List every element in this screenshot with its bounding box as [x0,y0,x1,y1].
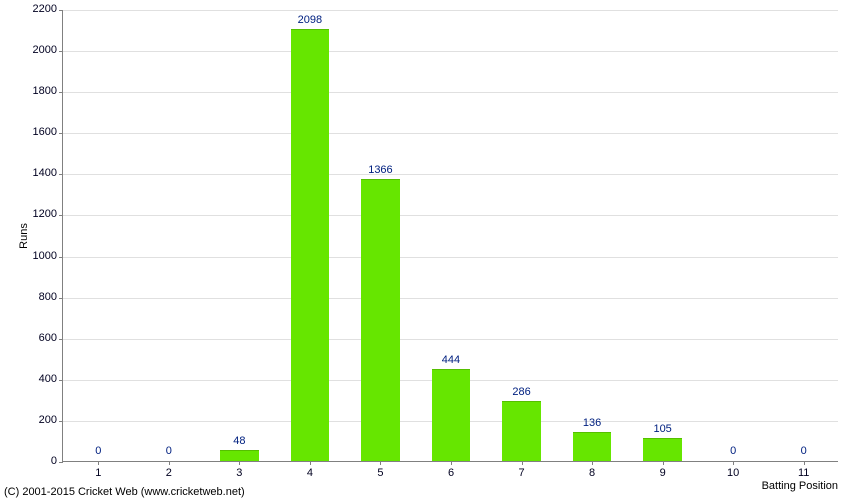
x-tick-mark [380,461,381,465]
y-tick-mark [59,339,63,340]
y-tick-label: 2200 [33,3,57,15]
y-tick-label: 1400 [33,167,57,179]
x-tick-label: 10 [727,467,739,479]
x-tick-label: 6 [448,467,454,479]
y-tick-label: 2000 [33,44,57,56]
bar: 105 [643,438,682,461]
y-tick-mark [59,215,63,216]
y-tick-mark [59,257,63,258]
x-tick-mark [733,461,734,465]
x-tick-mark [169,461,170,465]
bar: 286 [502,401,541,461]
bar: 2098 [291,29,330,461]
copyright-text: (C) 2001-2015 Cricket Web (www.cricketwe… [4,486,245,498]
y-tick-mark [59,51,63,52]
x-tick-label: 4 [307,467,313,479]
bar-value-label: 105 [653,423,671,435]
bar-value-label: 0 [95,445,101,457]
gridline-h [63,133,838,134]
y-tick-label: 0 [51,455,57,467]
y-tick-label: 1200 [33,208,57,220]
y-tick-mark [59,10,63,11]
y-tick-label: 1800 [33,85,57,97]
x-tick-mark [98,461,99,465]
bar-value-label: 0 [801,445,807,457]
x-tick-mark [239,461,240,465]
x-axis-title: Batting Position [762,480,838,492]
y-tick-mark [59,462,63,463]
x-tick-mark [310,461,311,465]
x-tick-label: 1 [95,467,101,479]
gridline-h [63,298,838,299]
x-tick-label: 9 [660,467,666,479]
x-tick-label: 3 [236,467,242,479]
x-tick-mark [592,461,593,465]
bar: 1366 [361,179,400,461]
x-tick-mark [522,461,523,465]
y-axis-title: Runs [18,223,30,249]
y-tick-mark [59,380,63,381]
y-tick-mark [59,298,63,299]
bar-value-label: 286 [512,386,530,398]
y-tick-mark [59,421,63,422]
x-tick-label: 11 [798,467,809,479]
bar: 136 [573,432,612,461]
gridline-h [63,174,838,175]
gridline-h [63,215,838,216]
x-tick-label: 5 [377,467,383,479]
bar-value-label: 2098 [298,14,322,26]
bar-value-label: 136 [583,417,601,429]
plot-area: 0200400600800100012001400160018002000220… [62,10,838,462]
bar-value-label: 0 [166,445,172,457]
bar: 48 [220,450,259,461]
gridline-h [63,339,838,340]
gridline-h [63,92,838,93]
y-tick-mark [59,92,63,93]
y-tick-label: 1600 [33,126,57,138]
x-tick-mark [451,461,452,465]
y-tick-label: 800 [39,291,57,303]
y-tick-mark [59,133,63,134]
bar-value-label: 1366 [368,164,392,176]
x-tick-label: 7 [518,467,524,479]
gridline-h [63,257,838,258]
chart-container: 0200400600800100012001400160018002000220… [0,0,850,500]
bar-value-label: 0 [730,445,736,457]
y-tick-label: 400 [39,373,57,385]
x-tick-mark [663,461,664,465]
bar: 444 [432,369,471,461]
y-tick-mark [59,174,63,175]
x-tick-label: 2 [166,467,172,479]
x-tick-mark [804,461,805,465]
y-tick-label: 1000 [33,250,57,262]
bar-value-label: 48 [233,435,245,447]
gridline-h [63,10,838,11]
y-tick-label: 200 [39,414,57,426]
y-tick-label: 600 [39,332,57,344]
bar-value-label: 444 [442,354,460,366]
x-tick-label: 8 [589,467,595,479]
gridline-h [63,51,838,52]
